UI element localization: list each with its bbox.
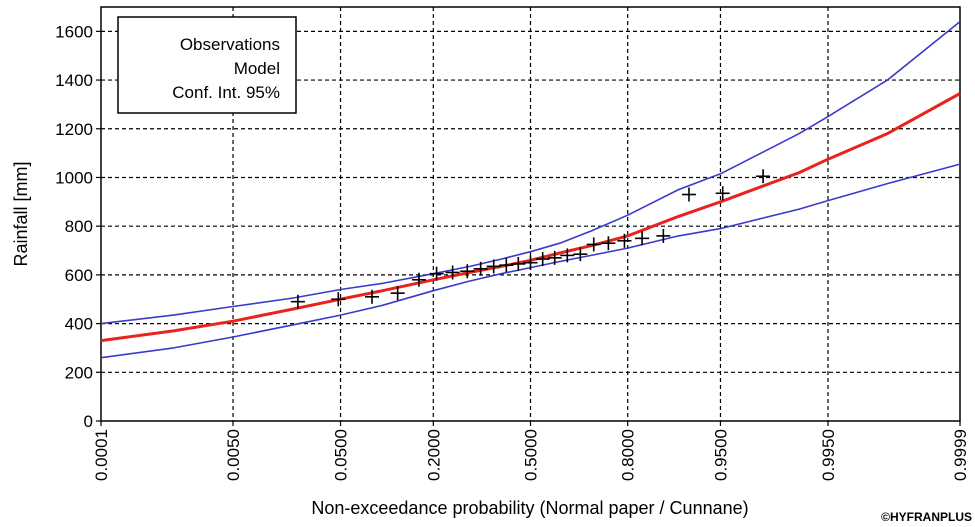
observation-point [486,259,501,274]
y-axis-label: Rainfall [mm] [11,161,31,266]
observation-point [365,289,380,304]
x-tick-label: 0.5000 [522,429,541,481]
x-tick-label: 0.2000 [424,429,443,481]
y-tick-label: 600 [65,266,93,285]
y-tick-label: 400 [65,315,93,334]
x-tick-label: 0.0001 [92,429,111,481]
observation-point [560,248,575,263]
observation-point [445,265,460,280]
y-tick-label: 1000 [55,168,93,187]
y-tick-label: 1200 [55,120,93,139]
x-tick-label: 0.0050 [224,429,243,481]
y-tick-label: 0 [84,412,93,431]
legend: Observations Model Conf. Int. 95% [117,16,297,114]
observation-point [460,264,475,279]
observation-point [473,261,488,276]
x-tick-label: 0.8000 [619,429,638,481]
y-tick-label: 1400 [55,71,93,90]
legend-observations: Observations [180,35,280,54]
observation-point [523,255,538,270]
observation-point [411,272,426,287]
observation-point [390,286,405,301]
legend-confidence: Conf. Int. 95% [172,83,280,102]
x-tick-label: 0.9500 [711,429,730,481]
observation-markers [290,169,771,309]
observation-point [617,233,632,248]
x-axis-label: Non-exceedance probability (Normal paper… [311,498,748,518]
observation-point [586,237,601,252]
observation-point [681,187,696,202]
observation-point [635,231,650,246]
y-tick-labels: 0 200 400 600 800 1000 1200 1400 1600 [55,22,101,431]
observation-point [547,250,562,265]
observation-point [511,256,526,271]
observation-point [756,169,771,184]
x-tick-label: 0.9950 [819,429,838,481]
observation-point [290,294,305,309]
observation-point [715,186,730,201]
observation-point [601,236,616,251]
x-tick-label: 0.0500 [332,429,351,481]
observation-point [499,258,514,273]
legend-model: Model [234,59,280,78]
observation-point [656,228,671,243]
y-tick-label: 800 [65,217,93,236]
legend-box [117,16,297,114]
observation-point [331,292,346,307]
observation-point [573,247,588,262]
x-tick-label: 0.9999 [951,429,970,481]
x-tick-labels: 0.0001 0.0050 0.0500 0.2000 0.5000 0.8000 0.95… [92,421,970,481]
upper-confidence-line [100,20,961,325]
credit-label: ©HYFRANPLUS [881,510,972,524]
y-tick-label: 200 [65,363,93,382]
observation-point [535,252,550,267]
observation-point [429,266,444,281]
y-tick-label: 1600 [55,22,93,41]
